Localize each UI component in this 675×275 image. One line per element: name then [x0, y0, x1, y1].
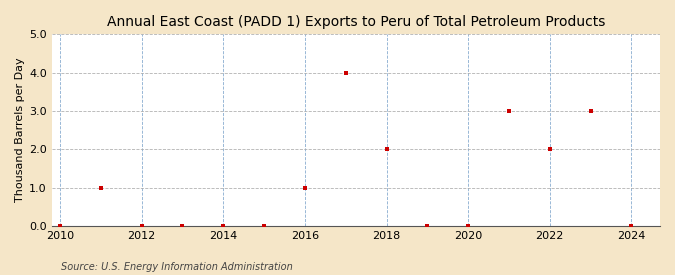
- Point: [585, 109, 596, 113]
- Point: [300, 185, 310, 190]
- Point: [55, 224, 65, 228]
- Point: [177, 224, 188, 228]
- Point: [626, 224, 637, 228]
- Point: [504, 109, 514, 113]
- Point: [340, 70, 351, 75]
- Point: [218, 224, 229, 228]
- Point: [136, 224, 147, 228]
- Point: [544, 147, 555, 152]
- Title: Annual East Coast (PADD 1) Exports to Peru of Total Petroleum Products: Annual East Coast (PADD 1) Exports to Pe…: [107, 15, 605, 29]
- Text: Source: U.S. Energy Information Administration: Source: U.S. Energy Information Administ…: [61, 262, 292, 272]
- Point: [259, 224, 269, 228]
- Point: [463, 224, 474, 228]
- Point: [95, 185, 106, 190]
- Point: [422, 224, 433, 228]
- Point: [381, 147, 392, 152]
- Y-axis label: Thousand Barrels per Day: Thousand Barrels per Day: [15, 58, 25, 202]
